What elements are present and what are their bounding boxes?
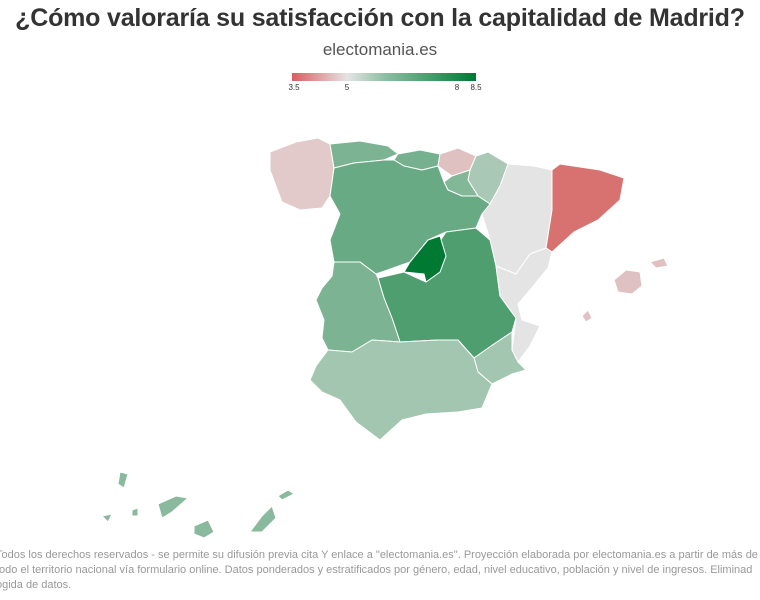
legend-tick-high: 8 bbox=[454, 83, 460, 92]
region-islas-baleares[interactable] bbox=[581, 257, 669, 323]
region-cataluna[interactable] bbox=[545, 163, 625, 253]
region-comunidad-valenciana[interactable] bbox=[495, 247, 553, 363]
footer-line-2: todo el territorio nacional vía formular… bbox=[0, 564, 753, 576]
region-madrid[interactable] bbox=[403, 235, 447, 283]
color-legend: 3.5 5 8 8.5 bbox=[288, 73, 482, 95]
legend-gradient-bar bbox=[292, 73, 476, 81]
region-castilla-y-leon[interactable] bbox=[329, 159, 491, 275]
chart-subtitle: electomania.es bbox=[322, 40, 438, 59]
legend-tick-min: 3.5 bbox=[288, 83, 300, 92]
footer-note: Todos los derechos reservados - se permi… bbox=[0, 548, 760, 593]
region-andalucia[interactable] bbox=[309, 339, 493, 441]
legend-tick-max: 8.5 bbox=[470, 83, 482, 92]
chart-title: ¿Cómo valoraría su satisfacción con la c… bbox=[15, 4, 745, 32]
region-canarias[interactable] bbox=[101, 471, 295, 539]
footer-line-1: Todos los derechos reservados - se permi… bbox=[0, 549, 760, 561]
footer-line-3: ogida de datos. bbox=[0, 579, 72, 591]
spain-choropleth-map bbox=[101, 137, 669, 539]
legend-tick-mid: 5 bbox=[344, 83, 350, 92]
region-galicia[interactable] bbox=[269, 137, 335, 211]
